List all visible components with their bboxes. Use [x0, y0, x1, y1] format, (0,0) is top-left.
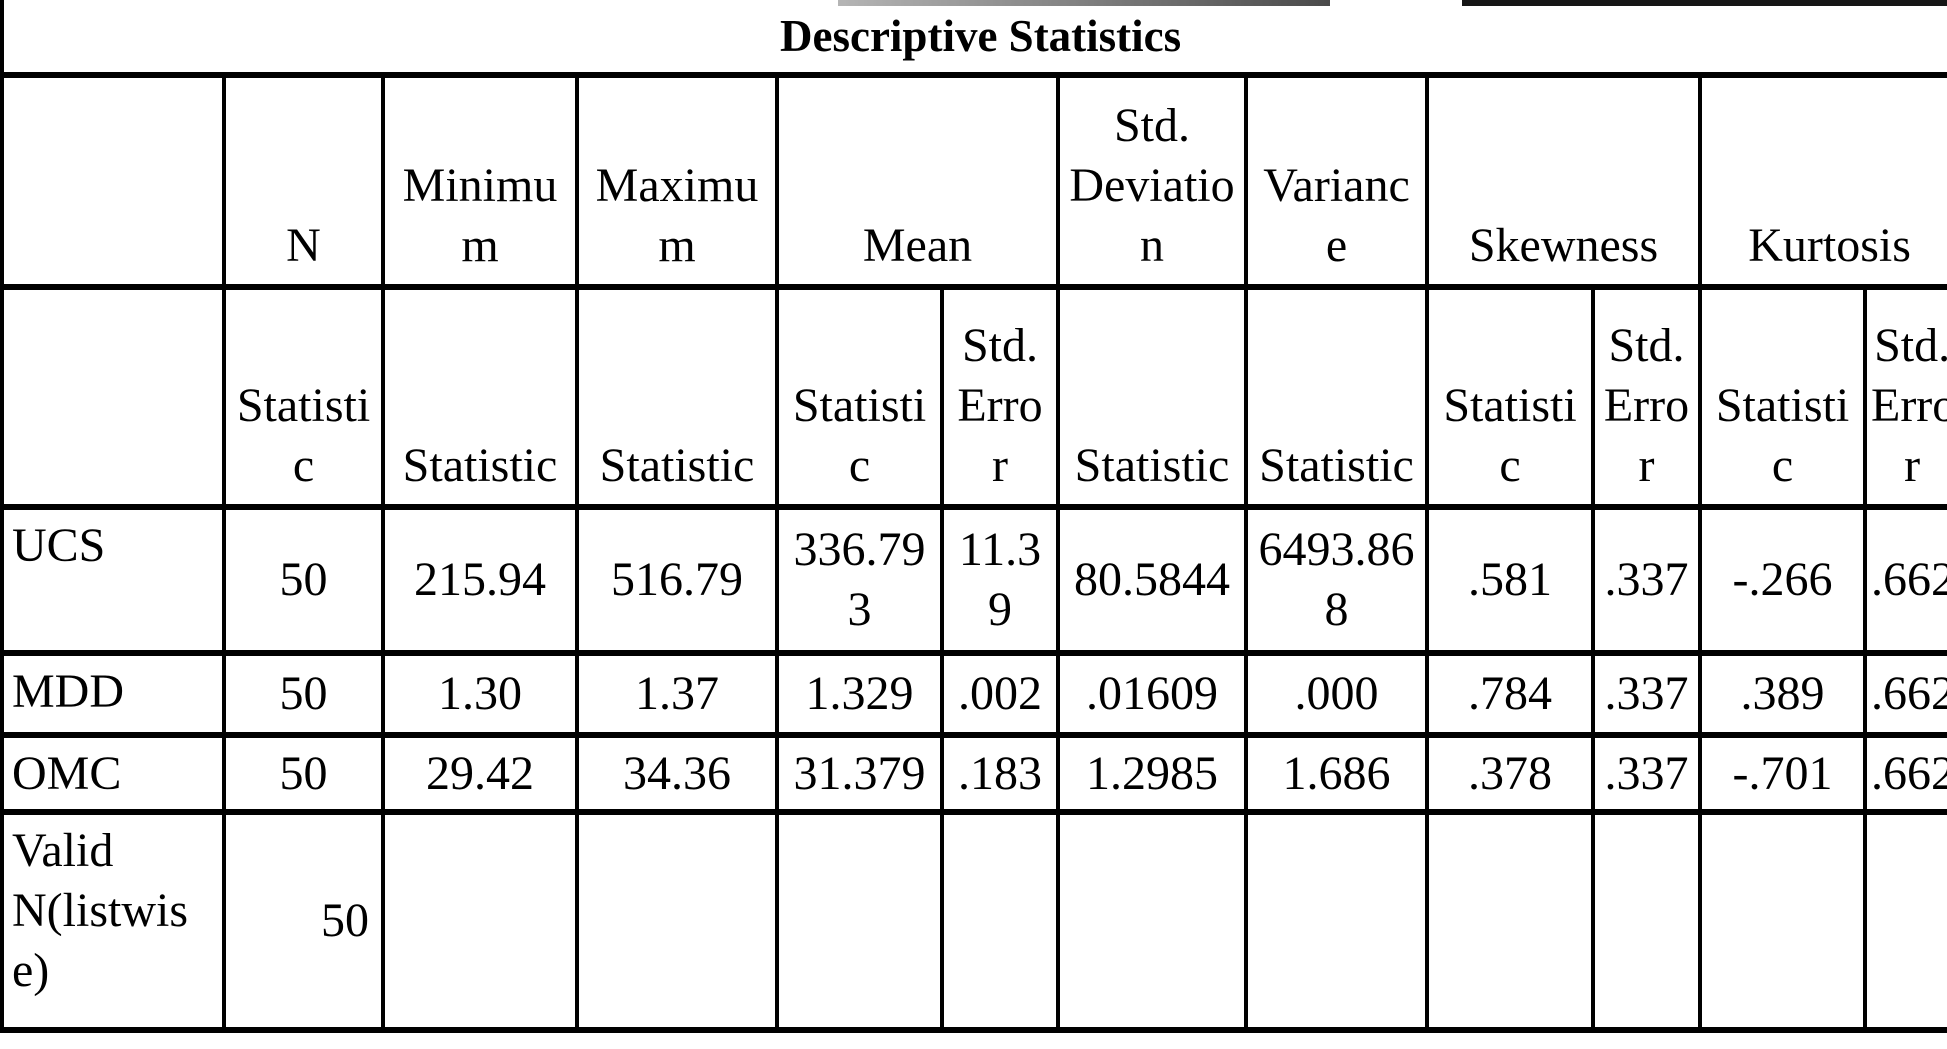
row-label-ucs: UCS — [0, 507, 224, 656]
cell-mdd-variance: .000 — [1244, 653, 1427, 738]
cell-omc-skewness-std-error: .337 — [1591, 735, 1700, 815]
cell-ucs-n: 50 — [222, 507, 383, 656]
subheader-mean-std-error: Std. Erro r — [940, 287, 1058, 510]
subheader-std-deviation-statistic: Statistic — [1056, 287, 1246, 510]
col-header-maximum: Maximu m — [575, 75, 777, 290]
header-row-2: Statisti c Statistic Statistic Statisti … — [0, 287, 1947, 510]
cell-omc-variance: 1.686 — [1244, 735, 1427, 815]
cell-ucs-minimum: 215.94 — [381, 507, 577, 656]
title-row: Descriptive Statistics — [0, 0, 1947, 78]
cell-ucs-skewness-statistic: .581 — [1425, 507, 1593, 656]
cell-valid-n-std-deviation — [1056, 812, 1246, 1033]
col-header-variance: Varianc e — [1244, 75, 1427, 290]
cell-mdd-kurtosis-statistic: .389 — [1698, 653, 1865, 738]
col-header-skewness: Skewness — [1425, 75, 1700, 290]
cell-mdd-kurtosis-std-error: .662 — [1862, 653, 1947, 738]
subheader-skewness-statistic: Statisti c — [1425, 287, 1593, 510]
cell-valid-n-kurtosis-statistic — [1698, 812, 1865, 1033]
cell-mdd-mean-statistic: 1.329 — [775, 653, 942, 738]
header-row-1: N Minimu m Maximu m Mean Std. Deviatio n… — [0, 75, 1947, 290]
subheader-skewness-std-error: Std. Erro r — [1591, 287, 1700, 510]
col-header-mean: Mean — [775, 75, 1058, 290]
cell-ucs-maximum: 516.79 — [575, 507, 777, 656]
row-label-valid-n-listwise: Valid N(listwis e) — [0, 812, 224, 1033]
table-row-mdd: MDD 50 1.30 1.37 1.329 .002 .01609 .000 … — [0, 653, 1947, 738]
cell-ucs-mean-std-error: 11.3 9 — [940, 507, 1058, 656]
cell-mdd-n: 50 — [222, 653, 383, 738]
cell-mdd-skewness-std-error: .337 — [1591, 653, 1700, 738]
cell-valid-n-skewness-std-error — [1591, 812, 1700, 1033]
cell-ucs-variance: 6493.86 8 — [1244, 507, 1427, 656]
cell-ucs-std-deviation: 80.5844 — [1056, 507, 1246, 656]
row-label-mdd: MDD — [0, 653, 224, 738]
cell-mdd-mean-std-error: .002 — [940, 653, 1058, 738]
crop-artifact-bar-left — [838, 0, 1330, 6]
col-header-kurtosis: Kurtosis — [1697, 75, 1947, 290]
cell-omc-n: 50 — [222, 735, 383, 815]
col-header-n: N — [222, 75, 383, 290]
header-blank-corner — [0, 75, 224, 290]
subheader-kurtosis-statistic: Statisti c — [1698, 287, 1865, 510]
cell-valid-n-minimum — [381, 812, 577, 1033]
cell-ucs-kurtosis-statistic: -.266 — [1698, 507, 1865, 656]
cell-valid-n-mean-std-error — [940, 812, 1058, 1033]
subheader-blank-corner — [0, 287, 224, 510]
crop-artifact-bar-right — [1462, 0, 1947, 6]
cell-valid-n-n: 50 — [222, 812, 383, 1033]
subheader-maximum-statistic: Statistic — [575, 287, 777, 510]
cell-omc-kurtosis-std-error: .662 — [1862, 735, 1947, 815]
table-row-omc: OMC 50 29.42 34.36 31.379 .183 1.2985 1.… — [0, 735, 1947, 815]
subheader-kurtosis-std-error: Std. Erro r — [1862, 287, 1947, 510]
cell-mdd-skewness-statistic: .784 — [1425, 653, 1593, 738]
cell-valid-n-mean-statistic — [775, 812, 942, 1033]
cell-ucs-kurtosis-std-error: .662 — [1862, 507, 1947, 656]
cell-omc-skewness-statistic: .378 — [1425, 735, 1593, 815]
cell-omc-mean-statistic: 31.379 — [775, 735, 942, 815]
cell-ucs-skewness-std-error: .337 — [1591, 507, 1700, 656]
cell-omc-std-deviation: 1.2985 — [1056, 735, 1246, 815]
cell-mdd-maximum: 1.37 — [575, 653, 777, 738]
cell-omc-mean-std-error: .183 — [940, 735, 1058, 815]
table-row-ucs: UCS 50 215.94 516.79 336.79 3 11.3 9 80.… — [0, 507, 1947, 656]
table-row-valid-n: Valid N(listwis e) 50 — [0, 812, 1947, 1033]
cell-valid-n-variance — [1244, 812, 1427, 1033]
row-label-omc: OMC — [0, 735, 224, 815]
subheader-n-statistic: Statisti c — [222, 287, 383, 510]
cell-ucs-mean-statistic: 336.79 3 — [775, 507, 942, 656]
cell-mdd-std-deviation: .01609 — [1056, 653, 1246, 738]
cell-mdd-minimum: 1.30 — [381, 653, 577, 738]
subheader-variance-statistic: Statistic — [1244, 287, 1427, 510]
col-header-minimum: Minimu m — [381, 75, 577, 290]
cell-omc-minimum: 29.42 — [381, 735, 577, 815]
cell-omc-maximum: 34.36 — [575, 735, 777, 815]
cell-valid-n-maximum — [575, 812, 777, 1033]
subheader-mean-statistic: Statisti c — [775, 287, 942, 510]
cell-valid-n-kurtosis-std-error — [1862, 812, 1947, 1033]
table-title: Descriptive Statistics — [0, 0, 1947, 78]
cell-omc-kurtosis-statistic: -.701 — [1698, 735, 1865, 815]
cell-valid-n-skewness-statistic — [1425, 812, 1593, 1033]
col-header-std-deviation: Std. Deviatio n — [1056, 75, 1246, 290]
subheader-minimum-statistic: Statistic — [381, 287, 577, 510]
